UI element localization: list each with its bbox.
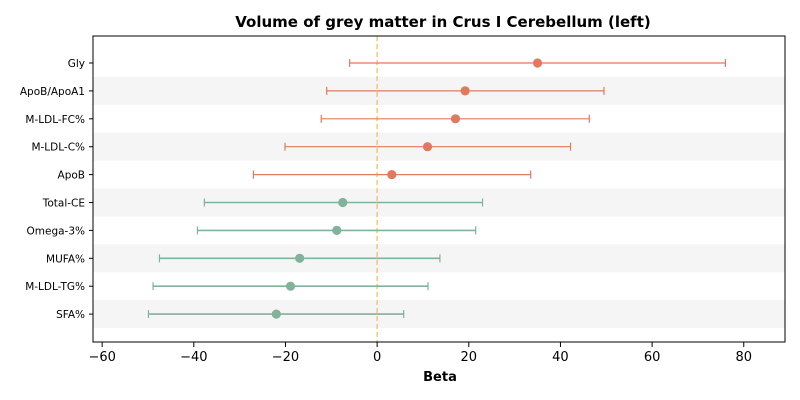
- estimate-point: [460, 86, 470, 96]
- plot-frame: [92, 35, 786, 343]
- x-tick-label: 0: [373, 350, 381, 365]
- x-tick-label: −20: [272, 350, 299, 365]
- estimate-point: [387, 170, 397, 180]
- plot-area: Gly ApoB/ApoA1 M-LDL-FC% M-LDL-C% ApoB Total-…: [20, 35, 786, 365]
- estimate-point: [532, 58, 543, 68]
- estimate-point: [285, 281, 296, 291]
- x-tick-label: −60: [88, 350, 115, 365]
- y-tick-label: M-LDL-FC%: [25, 114, 85, 126]
- y-tick-label: MUFA%: [46, 253, 85, 265]
- x-axis-label: Beta: [423, 370, 457, 385]
- chart-title: Volume of grey matter in Crus I Cerebell…: [235, 13, 650, 31]
- y-tick-label: Gly: [68, 58, 85, 70]
- y-tick-label: Omega-3%: [27, 225, 86, 237]
- x-tick-label: 20: [461, 350, 478, 365]
- estimate-point: [338, 197, 348, 208]
- y-tick-label: ApoB/ApoA1: [20, 86, 85, 98]
- x-tick-label: 40: [552, 350, 569, 365]
- estimate-point: [332, 225, 342, 235]
- estimate-point: [422, 142, 433, 152]
- x-tick-label: 80: [735, 350, 752, 365]
- y-tick-label: M-LDL-TG%: [25, 281, 85, 293]
- estimate-point: [295, 253, 305, 263]
- estimate-point: [450, 114, 461, 124]
- y-tick-label: ApoB: [58, 170, 85, 182]
- x-tick-label: −40: [180, 350, 207, 365]
- y-tick-label: Total-CE: [42, 198, 85, 210]
- y-tick-label: SFA%: [56, 309, 85, 321]
- estimate-point: [271, 309, 281, 319]
- y-tick-label: M-LDL-C%: [31, 142, 85, 154]
- x-tick-label: 60: [644, 350, 661, 365]
